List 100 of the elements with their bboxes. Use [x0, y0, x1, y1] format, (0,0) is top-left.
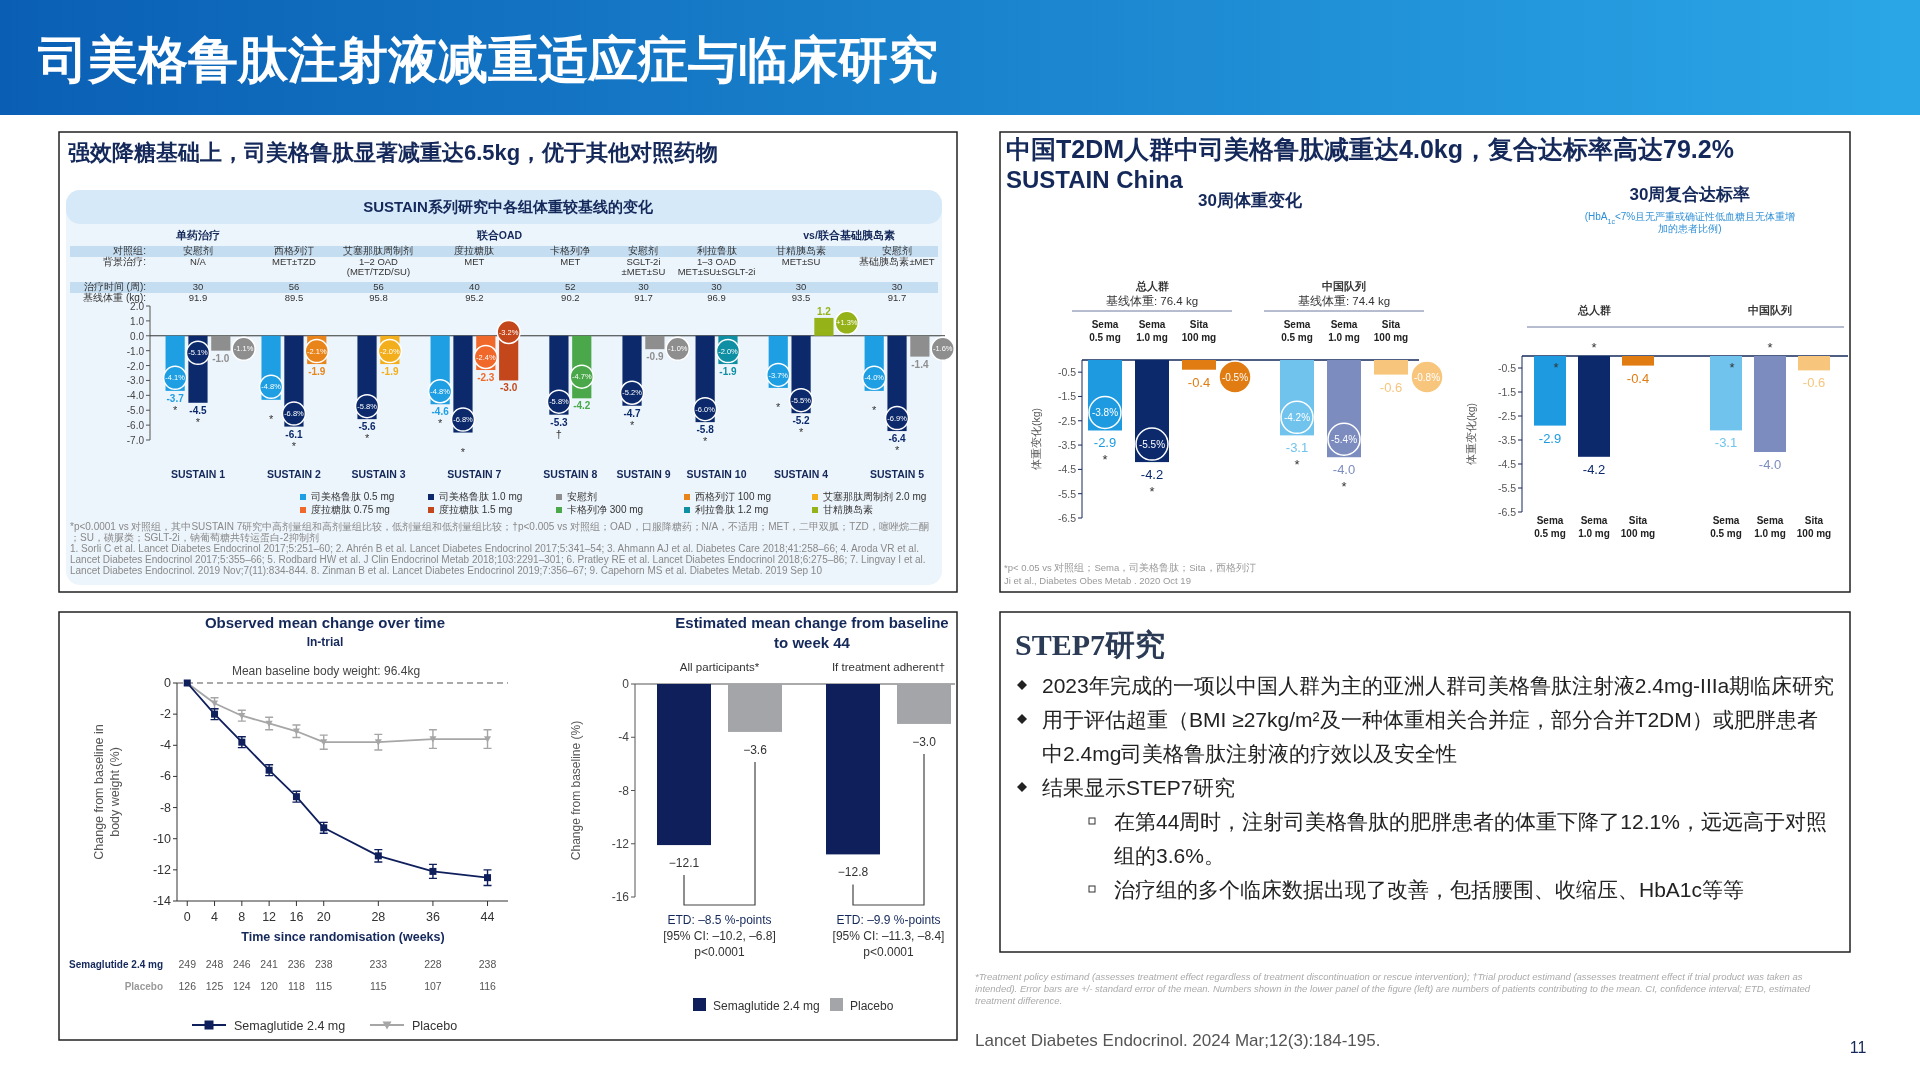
data-label: -6.4	[888, 433, 907, 445]
y-tick-label: -12	[152, 862, 172, 877]
annotation: *	[872, 403, 878, 416]
y-tick-label: -3.5	[1057, 439, 1077, 452]
annotation: -4.2%	[1283, 411, 1311, 423]
text: 西格列汀	[273, 245, 314, 256]
y-tick-label: -2.0	[126, 360, 145, 372]
text: *p<0.0001 vs 对照组，其中SUSTAIN 7研究中高剂量组和高剂量组比较，低剂量组和低剂量组比较；†p<0.005 vs 对照组；OAD，口服降糖药；N/A，不适用；MET，二甲双胍；TZD，噻唑烷二酮；SU，磺脲类；SGLT-2i，钠葡萄糖共转运蛋白-2抑制剂	[70, 521, 929, 543]
annotation: *	[364, 432, 370, 445]
x-tick-label: SUSTAIN 8	[543, 468, 598, 480]
annotation: *	[629, 418, 635, 431]
text: 120	[260, 980, 279, 992]
data-label: -3.0	[500, 382, 518, 394]
x-tick-label: SUSTAIN 4	[774, 468, 829, 480]
text: 联合OAD	[475, 229, 523, 241]
text: 95.8	[369, 292, 388, 303]
data-label: 1.2	[816, 305, 832, 317]
y-tick-label: -0.5	[1057, 366, 1077, 379]
data-label: -4.6	[431, 406, 450, 418]
data-label: -0.6	[1802, 375, 1826, 391]
chart-subtitle: SUSTAIN系列研究中各组体重较基线的变化	[363, 198, 654, 215]
annotation: -0.8%	[1413, 371, 1441, 383]
chart-title: Observed mean change over time	[204, 614, 446, 631]
text: MET±SU	[781, 256, 821, 267]
data-label: -3.7	[166, 392, 185, 404]
text: 司美格鲁肽注射液减重适应症与临床研究	[37, 32, 938, 88]
text: STEP7研究	[1015, 628, 1166, 661]
text: Mean baseline body weight: 96.4kg	[231, 664, 421, 678]
x-tick-label: Sema 0.5 mg	[1281, 319, 1313, 343]
x-tick-label: 16	[289, 910, 304, 924]
legend-label: 甘精胰岛素	[823, 504, 873, 515]
x-tick-label: Sema 1.0 mg	[1578, 515, 1610, 539]
y-tick-label: -2	[159, 707, 172, 722]
x-tick-label: Sema 0.5 mg	[1089, 319, 1121, 343]
annotation: *	[1149, 484, 1155, 500]
y-tick-label: -1.0	[126, 345, 145, 357]
text: *	[460, 445, 466, 458]
data-label: -5.3	[550, 416, 568, 428]
x-tick-label: SUSTAIN 5	[869, 468, 925, 480]
text: [95% CI: –11.3, –8.4]	[832, 929, 945, 943]
text: 30	[711, 281, 722, 292]
y-axis-title: 体重变化(kg)	[1465, 402, 1477, 466]
data-label: -1.4	[911, 358, 929, 370]
legend-label: 艾塞那肽周制剂 2.0 mg	[823, 491, 927, 502]
y-axis-title: 体重变化(kg)	[1030, 407, 1042, 471]
text: 安慰剂	[628, 245, 659, 256]
annotation: *	[291, 439, 297, 452]
annotation: *	[268, 412, 274, 425]
text: vs/联合基础胰岛素	[803, 229, 895, 241]
annotation: *	[1102, 452, 1108, 468]
data-label: -0.6	[1379, 379, 1403, 395]
data-label: −3.0	[912, 734, 937, 749]
text: MET±TZD	[272, 256, 316, 267]
x-tick-label: Sema 1.0 mg	[1754, 515, 1786, 539]
annotation: *	[776, 400, 782, 413]
y-tick-label: 2.0	[130, 301, 145, 312]
y-tick-label: -4.5	[1057, 463, 1077, 476]
text: 116	[479, 980, 497, 992]
x-tick-label: Sita 100 mg	[1620, 515, 1656, 539]
data-label: -1.0	[212, 352, 230, 364]
legend-label: Semaglutide 2.4 mg	[713, 999, 820, 1013]
y-tick-label: -12	[611, 836, 630, 851]
x-tick-label: 12	[262, 910, 277, 924]
text: 56	[373, 281, 384, 292]
text: 241	[260, 958, 279, 970]
text: 基础胰岛素±MET	[859, 256, 935, 267]
x-tick-label: 44	[480, 910, 495, 924]
text: 中国队列	[1322, 280, 1366, 292]
annotation: -0.5%	[1221, 371, 1249, 383]
legend-label: Placebo	[412, 1019, 458, 1033]
text: 背景治疗:	[103, 256, 146, 267]
data-label: -5.2	[792, 415, 811, 427]
data-label: -4.0	[1332, 462, 1356, 478]
y-tick-label: -2.5	[1497, 410, 1517, 422]
text: 30	[192, 281, 204, 292]
text: 度拉糖肽	[454, 245, 495, 256]
legend-label: Semaglutide 2.4 mg	[234, 1019, 346, 1033]
annotation: *	[702, 435, 708, 448]
y-tick-label: -6.5	[1497, 506, 1517, 518]
y-tick-label: -4.5	[1497, 458, 1517, 470]
x-tick-label: 20	[316, 910, 331, 924]
x-tick-label: 8	[238, 910, 246, 924]
chart-subtitle: (HbA$_{1c}$<7%且无严重或确证性低血糖且无体重增加的患者比例)	[1584, 211, 1796, 234]
text: 利拉鲁肽	[696, 245, 737, 256]
text: 40	[469, 281, 480, 292]
text: *	[894, 444, 900, 457]
y-tick-label: -1.5	[1057, 390, 1077, 403]
text: 单药治疗	[174, 229, 220, 241]
data-label: -4.0	[1758, 457, 1782, 472]
text: 2023年完成的一项以中国人群为主的亚洲人群司美格鲁肽注射液2.4mg-IIIa期临床研究	[1042, 674, 1835, 697]
text: 249	[178, 958, 197, 970]
text: 基线体重 (kg):	[83, 292, 146, 303]
text: Semaglutide 2.4 mg	[69, 959, 163, 970]
text: 用于评估超重（BMI ≥27kg/m²及一种体重相关合并症，部分合并T2DM）或肥胖患者中2.4mg司美格鲁肽注射液的疗效以及安全性	[1042, 708, 1818, 765]
text: 248	[205, 958, 224, 970]
data-label: -0.9	[646, 351, 664, 363]
data-label: −12.1	[668, 856, 700, 871]
y-tick-label: -5.0	[126, 405, 145, 417]
annotation: *	[1341, 479, 1347, 495]
text: 卡格列净	[550, 245, 591, 256]
